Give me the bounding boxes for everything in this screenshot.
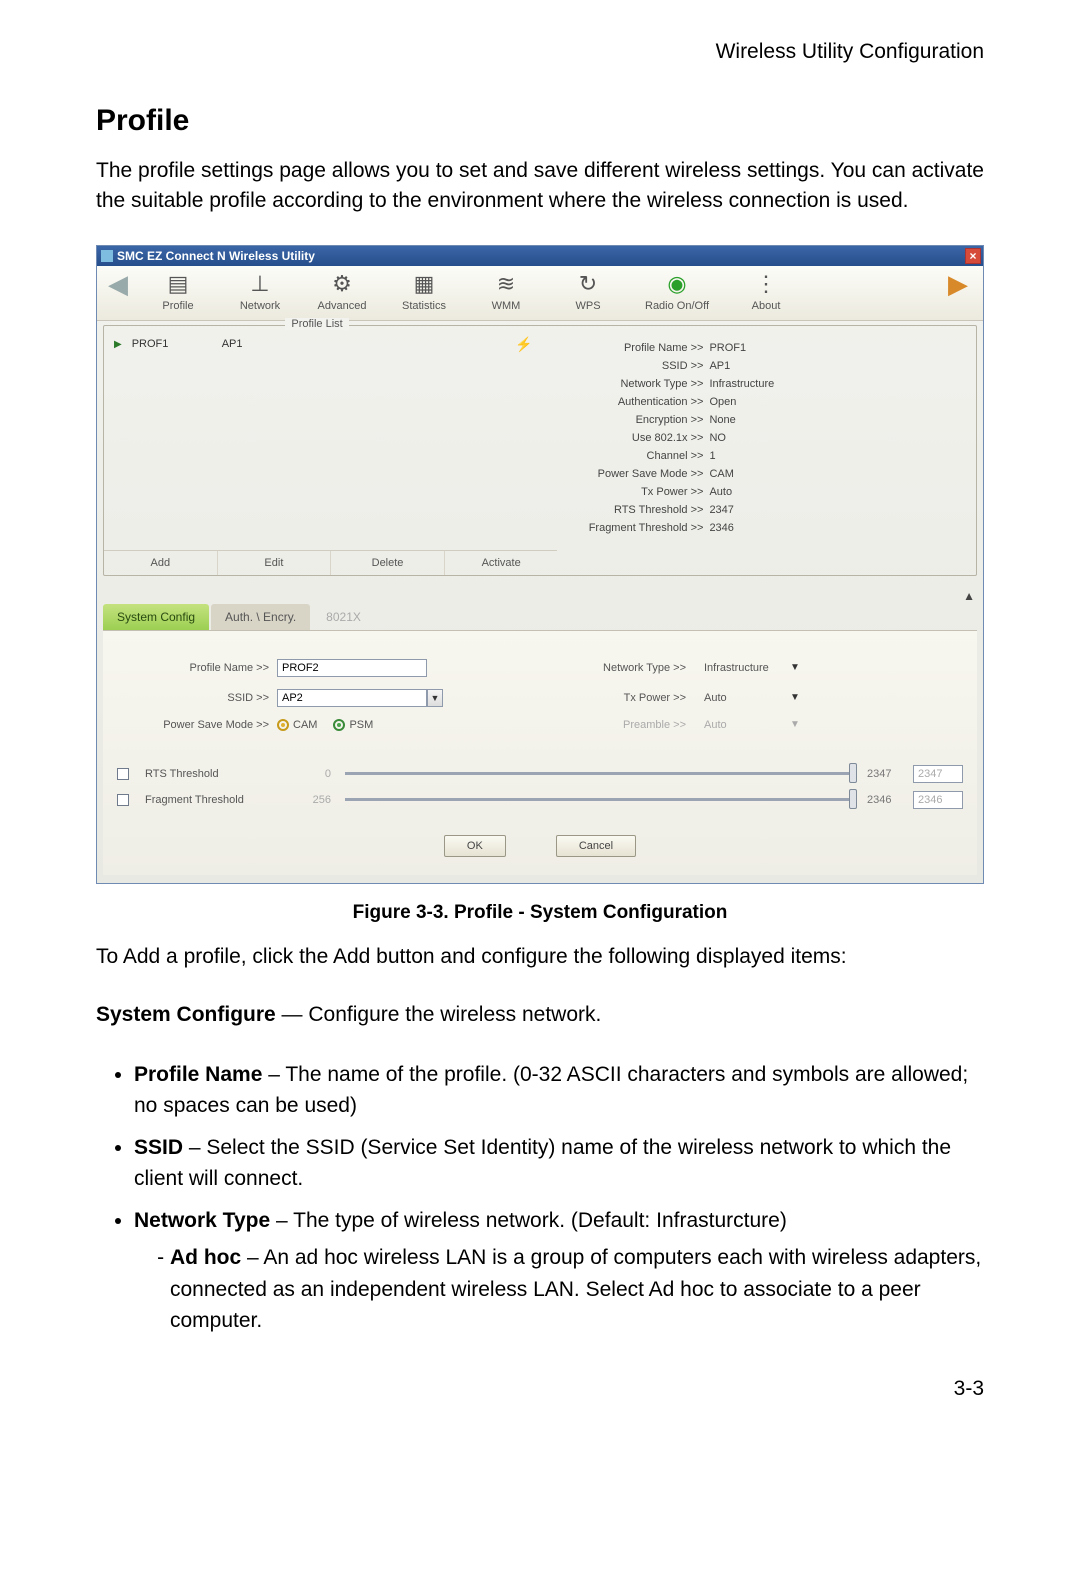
- profile-name-label: Profile Name >>: [117, 662, 277, 674]
- tb-profile[interactable]: ▤ Profile: [137, 270, 219, 312]
- ssid-input[interactable]: [277, 689, 427, 707]
- bullet-list: Profile Name – The name of the profile. …: [96, 1059, 984, 1337]
- network-type-label: Network Type >>: [544, 662, 694, 674]
- frag-value-input[interactable]: [913, 791, 963, 809]
- frag-label: Fragment Threshold: [145, 794, 285, 806]
- profile-icon: ▤: [137, 270, 219, 298]
- statistics-icon: ▦: [383, 270, 465, 298]
- preamble-value: Auto: [694, 719, 784, 731]
- tb-network[interactable]: ⊥ Network: [219, 270, 301, 312]
- list-item: Profile Name – The name of the profile. …: [134, 1059, 984, 1122]
- list-item: Ad hoc – An ad hoc wireless LAN is a gro…: [170, 1242, 984, 1337]
- activate-button[interactable]: Activate: [445, 551, 558, 575]
- ok-button[interactable]: OK: [444, 835, 506, 857]
- tb-wmm[interactable]: ≋ WMM: [465, 270, 547, 312]
- wmm-icon: ≋: [465, 270, 547, 298]
- frag-slider[interactable]: [345, 798, 853, 801]
- tb-statistics[interactable]: ▦ Statistics: [383, 270, 465, 312]
- network-icon: ⊥: [219, 270, 301, 298]
- chevron-down-icon: ▼: [790, 719, 800, 730]
- tb-wps[interactable]: ↻ WPS: [547, 270, 629, 312]
- add-button[interactable]: Add: [104, 551, 218, 575]
- ssid-label: SSID >>: [117, 692, 277, 704]
- psm-label: Power Save Mode >>: [117, 719, 277, 731]
- collapse-icon[interactable]: ▲: [963, 589, 975, 603]
- network-type-value[interactable]: Infrastructure: [694, 662, 784, 674]
- system-config-panel: Profile Name >> Network Type >> Infrastr…: [103, 630, 977, 875]
- txpower-value[interactable]: Auto: [694, 692, 784, 704]
- list-item: Network Type – The type of wireless netw…: [134, 1205, 984, 1337]
- toolbar: ◀ ▤ Profile ⊥ Network ⚙ Advanced ▦ Stati…: [97, 266, 983, 321]
- rts-value-input[interactable]: [913, 765, 963, 783]
- psm-psm-radio[interactable]: [333, 719, 345, 731]
- rts-slider[interactable]: [345, 772, 853, 775]
- tb-radio[interactable]: ◉ Radio On/Off: [629, 270, 725, 312]
- chevron-down-icon[interactable]: ▼: [790, 662, 800, 673]
- app-icon: [101, 250, 113, 262]
- ssid-dropdown-icon[interactable]: ▼: [427, 689, 443, 707]
- tab-system-config[interactable]: System Config: [103, 604, 209, 630]
- nav-fwd-icon[interactable]: ▶: [943, 270, 973, 300]
- app-window: SMC EZ Connect N Wireless Utility × ◀ ▤ …: [96, 245, 984, 884]
- tb-advanced[interactable]: ⚙ Advanced: [301, 270, 383, 312]
- rts-label: RTS Threshold: [145, 768, 285, 780]
- profile-list-legend: Profile List: [285, 318, 348, 330]
- nav-back-icon[interactable]: ◀: [103, 270, 133, 300]
- tab-auth-encry[interactable]: Auth. \ Encry.: [211, 604, 310, 630]
- profile-row[interactable]: ▶ PROF1 AP1 ⚡: [108, 332, 553, 357]
- edit-button[interactable]: Edit: [218, 551, 332, 575]
- radio-icon: ◉: [629, 270, 725, 298]
- about-icon: ⋮: [725, 270, 807, 298]
- chevron-down-icon[interactable]: ▼: [790, 692, 800, 703]
- preamble-label: Preamble >>: [544, 719, 694, 731]
- close-button[interactable]: ×: [965, 248, 981, 264]
- frag-checkbox[interactable]: [117, 794, 129, 806]
- sysconfigure-line: System Configure — Configure the wireles…: [96, 1000, 984, 1030]
- wps-icon: ↻: [547, 270, 629, 298]
- figure-caption: Figure 3-3. Profile - System Configurati…: [96, 902, 984, 924]
- window-title: SMC EZ Connect N Wireless Utility: [117, 249, 315, 263]
- psm-cam-radio[interactable]: [277, 719, 289, 731]
- tb-about[interactable]: ⋮ About: [725, 270, 807, 312]
- rts-checkbox[interactable]: [117, 768, 129, 780]
- intro-text: The profile settings page allows you to …: [96, 156, 984, 217]
- page-title: Profile: [96, 104, 984, 138]
- active-indicator-icon: ▶: [114, 339, 122, 350]
- after-text: To Add a profile, click the Add button a…: [96, 942, 984, 972]
- signal-icon: ⚡: [515, 336, 532, 353]
- tab-8021x: 8021X: [312, 604, 375, 630]
- titlebar: SMC EZ Connect N Wireless Utility ×: [97, 246, 983, 266]
- profile-details: Profile Name >>PROF1 SSID >>AP1 Network …: [557, 326, 976, 550]
- advanced-icon: ⚙: [301, 270, 383, 298]
- profile-name-input[interactable]: [277, 659, 427, 677]
- page-number: 3-3: [96, 1377, 984, 1401]
- profile-row-name: PROF1: [132, 338, 212, 350]
- page-header: Wireless Utility Configuration: [96, 40, 984, 64]
- profile-list-panel: Profile List ▶ PROF1 AP1 ⚡ Profile Name …: [103, 325, 977, 576]
- cancel-button[interactable]: Cancel: [556, 835, 636, 857]
- list-item: SSID – Select the SSID (Service Set Iden…: [134, 1132, 984, 1195]
- txpower-label: Tx Power >>: [544, 692, 694, 704]
- delete-button[interactable]: Delete: [331, 551, 445, 575]
- profile-row-ssid: AP1: [222, 338, 322, 350]
